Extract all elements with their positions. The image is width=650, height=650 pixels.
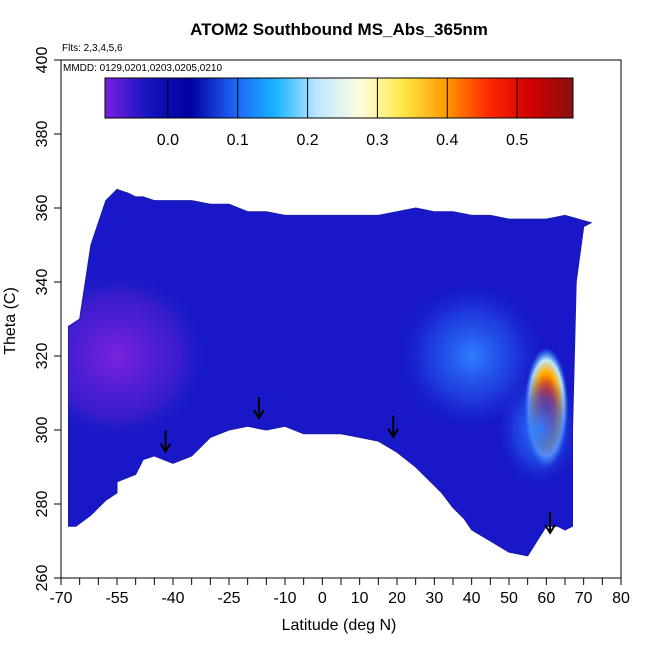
colorbar-tick-label: 0.4 [436,132,458,149]
flight-arrow [544,511,556,535]
colorbar-tick-label: 0.3 [366,132,388,149]
y-tick-label: 320 [34,343,51,370]
x-tick-label: 0 [318,590,327,607]
y-axis-label: Theta (C) [2,287,19,355]
flight-arrow [253,397,265,421]
plot-area [68,188,593,557]
y-tick-label: 380 [34,121,51,148]
x-tick-label: 10 [351,590,369,607]
y-tick-label: 260 [34,565,51,592]
colorbar-tick-label: 0.1 [227,132,249,149]
flight-arrows [159,397,556,535]
field-feature-moderate [401,286,542,426]
y-tick-label: 400 [34,47,51,74]
theta-latitude-field [68,189,592,556]
x-tick-label: 30 [425,590,443,607]
dates-annotation: MMDD: 0129,0201,0203,0205,0210 [63,63,222,74]
chart-title: ATOM2 Southbound MS_Abs_365nm [190,20,488,39]
y-tick-label: 280 [34,491,51,518]
flight-arrow [159,430,172,454]
x-tick-label: -55 [105,590,128,607]
x-tick-label: 60 [537,590,555,607]
y-tick-label: 300 [34,417,51,444]
colorbar: 0.0 0.1 0.2 0.3 0.4 0.5 [104,77,574,149]
y-tick-label: 340 [34,269,51,296]
domain-outline [68,188,593,557]
x-tick-label: 50 [500,590,518,607]
x-tick-label: 80 [612,590,630,607]
x-tick-label: -70 [49,590,72,607]
x-tick-label: -10 [273,590,296,607]
x-tick-label: 20 [388,590,406,607]
x-tick-label: -25 [217,590,240,607]
flight-arrow [387,415,400,439]
flights-annotation: Flts: 2,3,4,5,6 [62,43,123,54]
colorbar-tick-label: 0.0 [157,132,179,149]
y-tick-label: 360 [34,195,51,222]
colorbar-tick-label: 0.2 [296,132,318,149]
x-tick-label: 70 [575,590,593,607]
x-tick-label: -40 [161,590,184,607]
x-axis: -70 -55 -40 -25 -10 0 10 20 30 40 50 60 70 80 [49,578,630,607]
x-axis-label: Latitude (deg N) [282,617,397,634]
x-tick-label: 40 [463,590,481,607]
colorbar-tick-label: 0.5 [506,132,528,149]
colorbar-scale [104,77,574,119]
y-axis: 260 280 300 320 340 360 380 400 [34,47,61,592]
